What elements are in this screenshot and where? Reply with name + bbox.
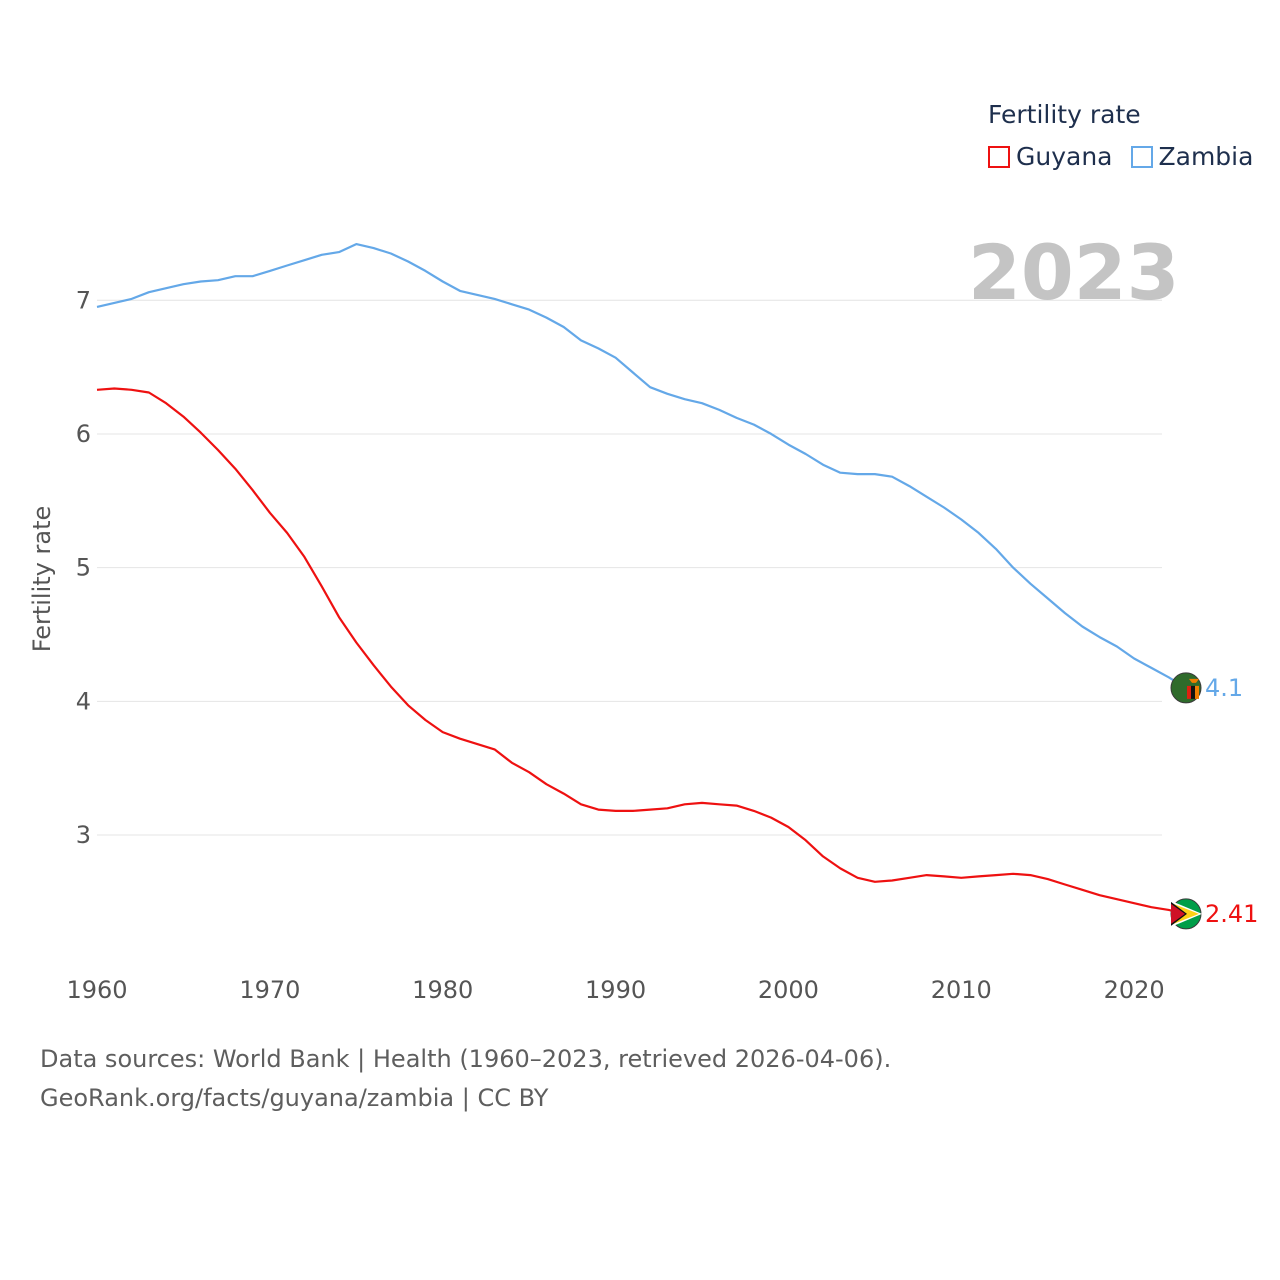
- x-tick-label-2020: 2020: [1104, 976, 1165, 1004]
- legend-swatch-zambia: [1130, 145, 1153, 168]
- series-lines: [96, 243, 1187, 915]
- series-line-guyana: [96, 387, 1187, 915]
- x-tick-label-2010: 2010: [931, 976, 992, 1004]
- x-tick-label-1960: 1960: [66, 976, 127, 1004]
- legend-label-guyana: Guyana: [1016, 142, 1113, 171]
- y-tick-label-7: 7: [76, 286, 91, 314]
- legend: Guyana Zambia: [988, 142, 1271, 171]
- y-axis-label: Fertility rate: [28, 505, 56, 653]
- series-line-zambia: [96, 243, 1187, 689]
- legend-swatch-guyana: [988, 145, 1010, 168]
- y-tick-label-6: 6: [76, 420, 91, 448]
- legend-item-guyana[interactable]: Guyana: [988, 142, 1113, 171]
- end-label-zambia: 4.1: [1205, 674, 1243, 702]
- zambia-flag-icon: [1170, 672, 1202, 704]
- x-tick-label-1990: 1990: [585, 976, 646, 1004]
- y-tick-label-4: 4: [76, 687, 91, 715]
- end-labels: 2.41 4.1: [1205, 674, 1258, 928]
- legend-label-zambia: Zambia: [1158, 142, 1254, 171]
- gridlines: [97, 299, 1162, 836]
- legend-title: Fertility rate: [988, 100, 1141, 129]
- x-axis-ticks: 1960 1970 1980 1990 2000 2010 2020: [66, 976, 1164, 1004]
- year-label: 2023: [968, 228, 1180, 317]
- x-tick-label-2000: 2000: [758, 976, 819, 1004]
- x-tick-label-1980: 1980: [412, 976, 473, 1004]
- end-label-guyana: 2.41: [1205, 900, 1258, 928]
- y-tick-label-3: 3: [76, 821, 91, 849]
- y-tick-label-5: 5: [76, 554, 91, 582]
- guyana-flag-icon: [1170, 898, 1202, 930]
- source-line-1: Data sources: World Bank | Health (1960–…: [40, 1045, 892, 1073]
- y-axis-ticks: 3 4 5 6 7: [76, 286, 91, 849]
- legend-item-zambia[interactable]: Zambia: [1130, 142, 1254, 171]
- source-line-2: GeoRank.org/facts/guyana/zambia | CC BY: [40, 1084, 549, 1112]
- x-tick-label-1970: 1970: [239, 976, 300, 1004]
- end-markers: [1170, 672, 1202, 930]
